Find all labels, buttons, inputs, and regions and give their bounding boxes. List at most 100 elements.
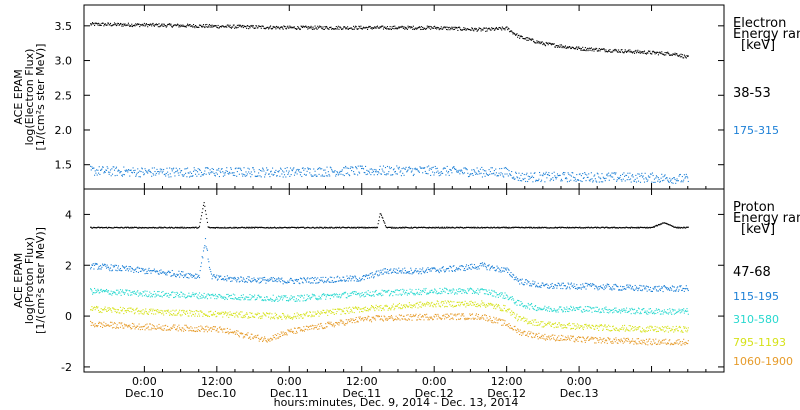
data-point — [603, 48, 605, 50]
data-point — [430, 174, 432, 176]
data-point — [412, 292, 414, 294]
data-point — [374, 27, 377, 29]
data-point — [634, 313, 636, 315]
data-point — [386, 269, 389, 271]
data-point — [160, 269, 162, 271]
data-point — [516, 176, 518, 178]
data-point — [113, 226, 116, 228]
data-point — [666, 312, 668, 314]
data-point — [569, 46, 571, 48]
data-point — [224, 278, 226, 281]
data-point — [315, 27, 317, 29]
data-point — [273, 26, 275, 29]
data-point — [552, 310, 554, 312]
data-point — [548, 172, 550, 174]
data-point — [593, 175, 595, 177]
data-point — [147, 24, 149, 26]
data-point — [115, 166, 118, 168]
data-point — [103, 291, 106, 293]
data-point — [259, 297, 261, 299]
data-point — [314, 295, 316, 297]
data-point — [473, 30, 475, 32]
data-point — [665, 288, 667, 290]
data-point — [157, 271, 159, 273]
data-point — [240, 227, 242, 229]
data-point — [618, 226, 620, 229]
data-point — [217, 278, 219, 280]
data-point — [643, 51, 645, 53]
data-point — [356, 294, 358, 296]
data-point — [313, 277, 315, 280]
data-point — [368, 227, 371, 229]
data-point — [501, 167, 503, 170]
data-point — [590, 307, 592, 309]
data-point — [374, 227, 377, 229]
data-point — [162, 290, 164, 293]
data-point — [605, 284, 607, 286]
data-point — [541, 227, 543, 229]
data-point — [220, 278, 222, 281]
data-point — [623, 52, 625, 54]
data-point — [589, 49, 591, 51]
data-point — [236, 227, 238, 229]
data-point — [557, 311, 559, 313]
data-point — [205, 296, 207, 298]
data-point — [586, 305, 588, 308]
data-point — [238, 24, 240, 26]
data-point — [564, 285, 566, 287]
data-point — [94, 264, 96, 266]
data-point — [121, 175, 124, 177]
data-point — [575, 47, 577, 49]
data-point — [685, 56, 687, 58]
data-point — [297, 168, 299, 170]
data-point — [619, 310, 621, 312]
data-point — [521, 36, 523, 38]
data-point — [189, 227, 191, 229]
data-point — [183, 311, 185, 313]
data-point — [629, 49, 631, 51]
data-point — [248, 28, 250, 30]
data-point — [374, 26, 376, 28]
data-point — [465, 292, 468, 294]
data-point — [329, 276, 331, 278]
data-point — [291, 279, 294, 282]
data-point — [283, 314, 285, 316]
data-point — [520, 301, 522, 303]
data-point — [137, 23, 139, 25]
data-point — [641, 176, 644, 178]
data-point — [291, 318, 294, 320]
data-point — [622, 52, 624, 54]
data-point — [141, 227, 143, 229]
data-point — [284, 26, 286, 28]
data-point — [270, 171, 272, 173]
data-point — [626, 284, 628, 286]
data-point — [144, 290, 146, 292]
data-point — [98, 311, 100, 313]
data-point — [143, 269, 145, 271]
data-point — [668, 288, 670, 290]
data-point — [557, 175, 559, 177]
data-point — [126, 226, 128, 228]
data-point — [462, 28, 464, 31]
data-point — [615, 307, 617, 309]
data-point — [202, 315, 204, 317]
data-point — [275, 28, 277, 30]
data-point — [153, 290, 155, 292]
data-point — [438, 226, 440, 228]
data-point — [437, 269, 439, 271]
data-point — [485, 226, 487, 229]
data-point — [245, 281, 247, 283]
data-point — [311, 28, 313, 30]
data-point — [535, 284, 537, 286]
data-point — [222, 316, 224, 318]
data-point — [336, 171, 338, 173]
data-point — [111, 25, 113, 27]
data-point — [407, 292, 409, 294]
data-point — [485, 30, 487, 32]
data-point — [123, 293, 126, 295]
data-point — [586, 176, 588, 179]
data-point — [104, 227, 106, 229]
data-point — [373, 27, 375, 29]
data-point — [659, 181, 661, 183]
data-point — [129, 290, 131, 292]
